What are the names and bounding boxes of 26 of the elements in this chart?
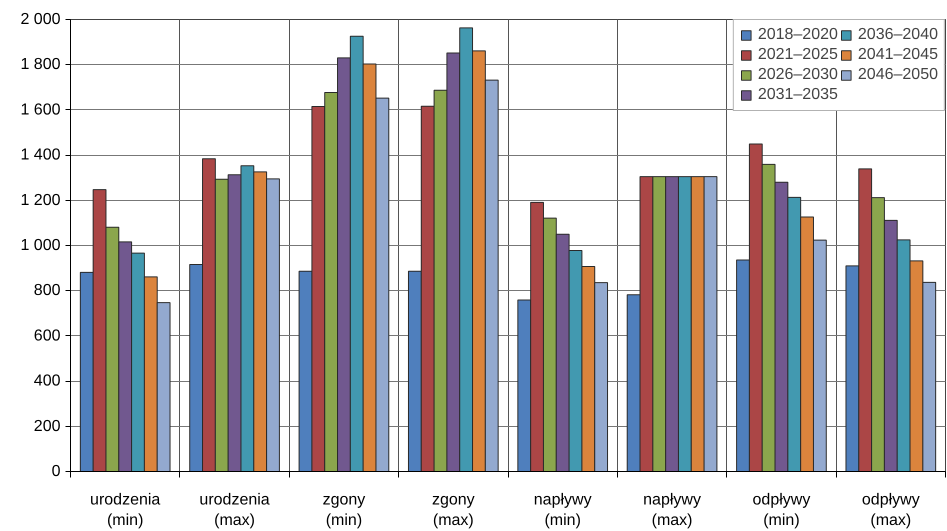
legend-label: 2036–2040 [858,26,938,44]
x-tick-label: zgony (min) [322,492,366,529]
legend-label: 2041–2045 [858,46,938,64]
y-tick-label: 400 [34,372,61,390]
y-tick-label: 200 [34,418,61,435]
legend-label: 2026–2030 [758,66,838,84]
x-tick-label: urodzenia (min) [90,492,160,529]
x-tick-label: urodzenia (max) [199,492,270,529]
x-tick-label: zgony (max) [432,492,475,529]
y-tick-label: 0 [52,463,61,480]
y-tick-label: 600 [34,327,61,344]
y-tick-label: 1 400 [20,146,61,164]
legend-label: 2018–2020 [758,26,838,44]
y-tick-label: 1 200 [20,192,61,209]
x-tick-label: napływy (max) [643,492,701,529]
y-tick-label: 1 800 [20,56,61,74]
x-tick-label: odpływy (min) [752,492,810,529]
legend-label: 2021–2025 [758,46,838,64]
legend-label: 2031–2035 [758,86,838,104]
legend-label: 2046–2050 [858,66,938,84]
y-tick-label: 1 000 [20,237,61,254]
y-tick-label: 800 [34,282,61,300]
y-tick-label: 2 000 [20,11,61,28]
y-tick-label: 1 600 [20,101,61,118]
x-tick-label: odpływy (max) [862,492,920,529]
x-tick-label: napływy (min) [534,492,592,529]
